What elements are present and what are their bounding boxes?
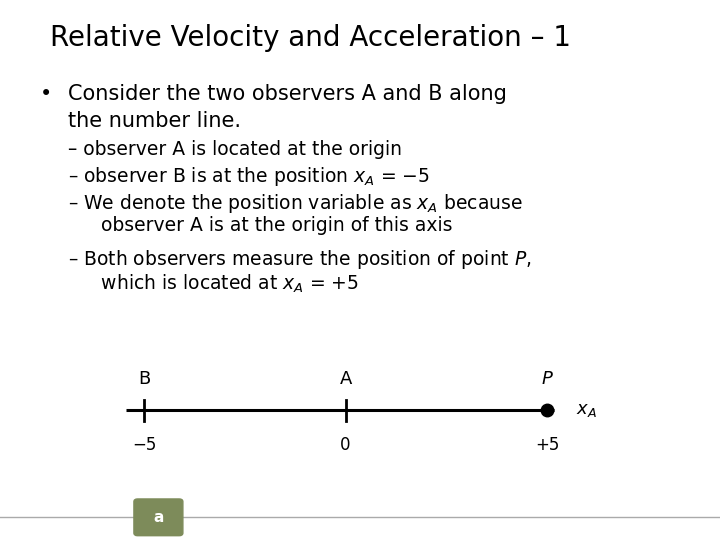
Text: −5: −5 [132, 436, 156, 454]
Text: the number line.: the number line. [68, 111, 241, 131]
Text: $x_A$: $x_A$ [576, 401, 597, 420]
Text: A: A [339, 370, 352, 388]
Text: Relative Velocity and Acceleration – 1: Relative Velocity and Acceleration – 1 [50, 24, 572, 52]
Text: a: a [153, 510, 163, 525]
Text: +5: +5 [535, 436, 559, 454]
FancyBboxPatch shape [134, 499, 183, 536]
Text: P: P [541, 370, 553, 388]
Text: – observer B is at the position $x_A$ = −5: – observer B is at the position $x_A$ = … [68, 165, 430, 188]
Text: observer A is at the origin of this axis: observer A is at the origin of this axis [83, 216, 452, 235]
Text: – We denote the position variable as $x_A$ because: – We denote the position variable as $x_… [68, 192, 523, 215]
Text: – observer A is located at the origin: – observer A is located at the origin [68, 140, 402, 159]
Text: B: B [138, 370, 150, 388]
Text: Consider the two observers A and B along: Consider the two observers A and B along [68, 84, 508, 104]
Text: – Both observers measure the position of point $P$,: – Both observers measure the position of… [68, 248, 532, 272]
Text: 0: 0 [341, 436, 351, 454]
Text: which is located at $x_A$ = +5: which is located at $x_A$ = +5 [83, 273, 359, 295]
Text: •: • [40, 84, 52, 104]
